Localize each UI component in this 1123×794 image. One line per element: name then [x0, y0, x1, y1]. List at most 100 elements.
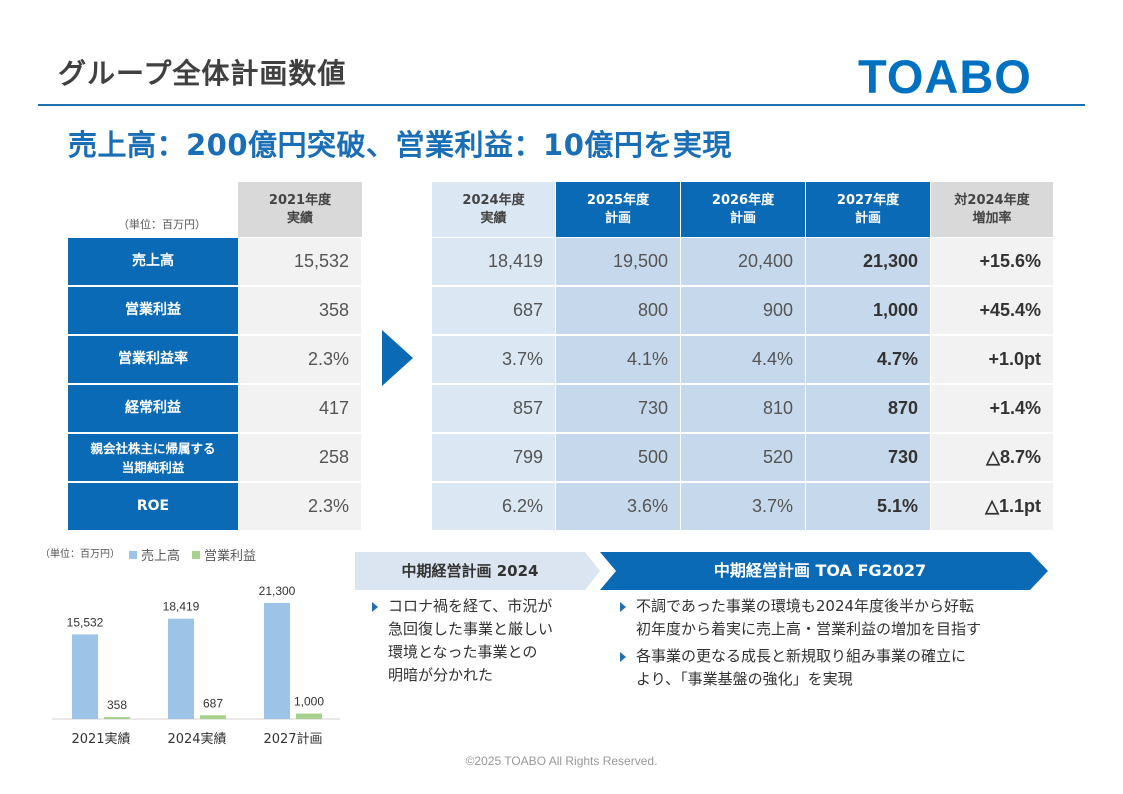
data-label-profit: 1,000	[294, 695, 324, 709]
table-cell: 1,000	[806, 287, 931, 336]
header-line: 2026年度	[711, 192, 775, 208]
table-cell: 730	[806, 434, 931, 483]
chevron-right-icon	[382, 330, 413, 386]
row-label-text: 経常利益	[125, 400, 181, 416]
title-divider	[38, 104, 1085, 106]
cell-text: 21,300	[862, 251, 918, 271]
chart-unit-note: （単位：百万円）	[40, 549, 120, 560]
value-2021: 2.3%	[238, 336, 362, 385]
table-cell: 857	[432, 385, 556, 434]
header-line: 実績	[286, 210, 313, 226]
value-2021: 15,532	[238, 238, 362, 287]
triangle-bullet-icon	[620, 652, 626, 662]
headline: 売上高：200億円突破、営業利益：10億円を実現	[68, 128, 732, 162]
legend-swatch-sales	[129, 550, 137, 559]
table-cell: 687	[432, 287, 556, 336]
header-line: 対2024年度	[954, 192, 1030, 208]
row-label-text: 当期純利益	[121, 459, 185, 475]
table-cell: 19,500	[556, 238, 681, 287]
table-cell: 5.1%	[806, 483, 931, 532]
header-line: 計画	[604, 210, 631, 226]
data-label-sales: 21,300	[259, 584, 296, 598]
table-cell: 3.7%	[432, 336, 556, 385]
cell-text: 18,419	[487, 251, 543, 271]
bar-profit	[104, 717, 130, 719]
data-label-sales: 15,532	[67, 615, 104, 629]
cell-text: 857	[512, 398, 543, 418]
cell-text: +1.4%	[989, 398, 1041, 418]
data-label-profit: 687	[203, 696, 223, 710]
table-cell: 800	[556, 287, 681, 336]
bar-profit	[296, 713, 322, 719]
legend-swatch-profit	[192, 550, 201, 559]
row-label-text: ROE	[136, 498, 170, 514]
table-cell: 4.4%	[681, 336, 806, 385]
table-cell: 3.6%	[556, 483, 681, 532]
bullet-line: 急回復した事業と厳しい	[388, 620, 554, 638]
table-cell: 520	[681, 434, 806, 483]
data-label-sales: 18,419	[163, 600, 200, 614]
column-header: 対2024年度 増加率	[931, 182, 1054, 237]
table-cell: +1.4%	[931, 385, 1054, 434]
table-cell: 18,419	[432, 238, 556, 287]
row-label: 営業利益	[68, 287, 238, 336]
legend-sales: 売上高	[141, 549, 181, 564]
table-cell: 730	[556, 385, 681, 434]
value-2021: 258	[238, 434, 362, 483]
data-label-profit: 358	[107, 698, 127, 712]
table-cell: 21,300	[806, 238, 931, 287]
plan2027-title: 中期経営計画 TOA FG2027	[713, 561, 927, 580]
header-line: 2025年度	[586, 192, 650, 208]
cell-text: 500	[637, 447, 668, 467]
cell-text: 20,400	[737, 251, 793, 271]
table-cell: 4.7%	[806, 336, 931, 385]
table-cell: 870	[806, 385, 931, 434]
table-cell: +15.6%	[931, 238, 1054, 287]
plan2024-banner	[355, 552, 600, 590]
cell-text: +15.6%	[979, 251, 1041, 271]
table-cell: 900	[681, 287, 806, 336]
cell-text: 730	[887, 447, 918, 467]
cell-text: 520	[762, 447, 793, 467]
table-cell: 20,400	[681, 238, 806, 287]
header-line: 計画	[729, 210, 756, 226]
cell-text: △1.1pt	[985, 496, 1041, 516]
cell-text: 687	[512, 300, 543, 320]
value-text: 417	[318, 398, 349, 418]
category-label: 2027計画	[263, 731, 322, 747]
row-label-text: 営業利益率	[118, 351, 188, 367]
category-label: 2021実績	[71, 731, 130, 747]
cell-text: 1,000	[872, 300, 918, 320]
row-label: 売上高	[68, 238, 238, 287]
column-header: 2024年度 実績	[432, 182, 556, 237]
plan2027-banner	[600, 552, 1048, 590]
column-header: 2025年度 計画	[556, 182, 681, 237]
cell-text: 4.1%	[626, 349, 668, 369]
bullet-line: コロナ禍を経て、市況が	[388, 597, 553, 615]
bullet-line: 環境となった事業との	[388, 643, 538, 661]
table-cell: +45.4%	[931, 287, 1054, 336]
header-line: 2027年度	[836, 192, 900, 208]
bullet-item: 各事業の更なる成長と新規取り組み事業の確立に より、「事業基盤の強化」を実現	[620, 645, 966, 691]
bullet-line: より、「事業基盤の強化」を実現	[636, 670, 853, 688]
row-label: 親会社株主に帰属する 当期純利益	[68, 434, 238, 483]
row-label-text: 営業利益	[125, 302, 181, 318]
bullet-line: 不調であった事業の環境も2024年度後半から好転	[636, 597, 975, 615]
header-line: 2024年度	[462, 192, 525, 208]
cell-text: 900	[762, 300, 793, 320]
column-header: 2027年度 計画	[806, 182, 931, 237]
bullet-line: 明暗が分かれた	[388, 666, 494, 684]
table-cell: 810	[681, 385, 806, 434]
bullet-item: コロナ禍を経て、市況が 急回復した事業と厳しい 環境となった事業との 明暗が分かれた	[372, 595, 553, 687]
plan2024-title: 中期経営計画 2024	[401, 562, 539, 580]
logo: TOABO	[858, 50, 1032, 103]
header-line: 増加率	[972, 210, 1012, 226]
column-header: 2026年度 計画	[681, 182, 806, 237]
value-text: 2.3%	[307, 496, 349, 516]
value-text: 15,532	[293, 251, 349, 271]
bar-profit	[200, 715, 226, 719]
header-line: 計画	[854, 210, 881, 226]
cell-text: 870	[887, 398, 918, 418]
value-text: 2.3%	[307, 349, 349, 369]
table-cell: 500	[556, 434, 681, 483]
